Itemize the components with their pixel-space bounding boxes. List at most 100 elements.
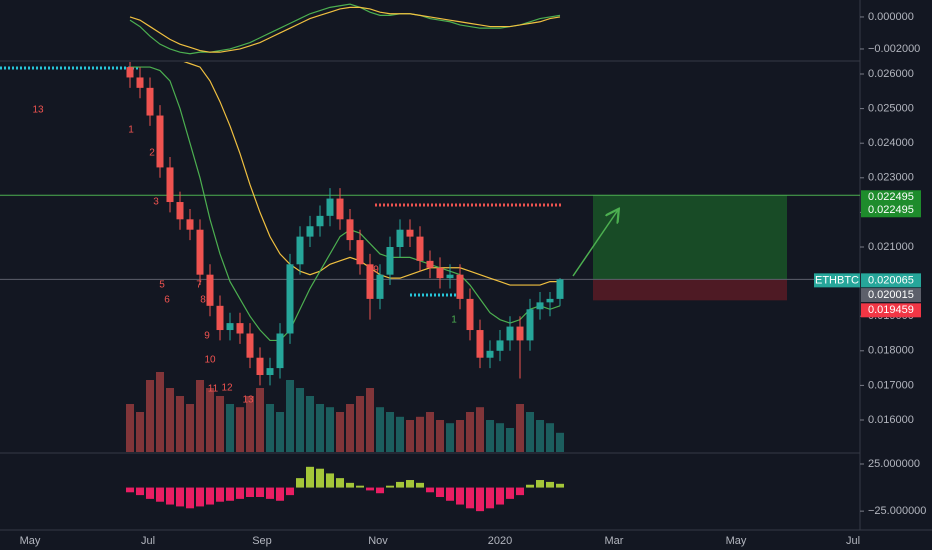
histogram-bar — [506, 487, 514, 499]
y-tick-label: −25.000000 — [868, 505, 926, 517]
volume-bar — [446, 423, 454, 452]
volume-bar — [456, 420, 464, 452]
candle-body — [496, 340, 504, 351]
x-tick-label: Sep — [252, 535, 272, 547]
volume-bar — [406, 420, 414, 452]
histogram-bar — [166, 487, 174, 505]
symbol-tag — [814, 273, 860, 288]
x-tick-label: 2020 — [488, 535, 512, 547]
x-tick-label: Mar — [605, 535, 624, 547]
histogram-bar — [386, 485, 394, 488]
x-tick-label: Nov — [368, 535, 388, 547]
candle-body — [396, 229, 404, 248]
histogram-bar — [536, 480, 544, 488]
volume-bar — [386, 412, 394, 452]
candle-body — [136, 77, 144, 88]
price-tag — [861, 288, 921, 303]
volume-bar — [426, 412, 434, 452]
histogram-bar — [406, 480, 414, 488]
oscillator-line — [129, 3, 561, 55]
histogram-bar — [346, 482, 354, 488]
volume-bar — [466, 412, 474, 452]
volume-bar — [296, 388, 304, 452]
candle-body — [336, 198, 344, 220]
price-tag-label: 0.022495 — [868, 191, 914, 203]
y-tick-label: 0.018000 — [868, 345, 914, 357]
histogram-bar — [266, 487, 274, 499]
candle-body — [476, 330, 484, 358]
candle-body — [296, 236, 304, 265]
y-tick-label: 0.021000 — [868, 241, 914, 253]
td-count: 12 — [221, 383, 233, 394]
candle-body — [426, 260, 434, 268]
x-tick-label: Jul — [846, 535, 860, 547]
candle-body — [256, 357, 264, 376]
volume-bar — [176, 396, 184, 452]
y-tick-label: 0.023000 — [868, 172, 914, 184]
volume-bar — [346, 404, 354, 452]
volume-bar — [436, 420, 444, 452]
price-tag — [861, 303, 921, 318]
candle-body — [506, 326, 514, 341]
symbol-tag-label: ETHBTC — [815, 274, 859, 286]
histogram-bar — [456, 487, 464, 505]
volume-bar — [526, 412, 534, 452]
volume-bar — [486, 420, 494, 452]
oscillator-line — [129, 6, 561, 53]
histogram-bar — [436, 487, 444, 497]
td-count: 3 — [153, 197, 159, 208]
td-count: 13 — [242, 395, 254, 406]
td-count: 9 — [373, 265, 379, 276]
histogram-bar — [306, 466, 314, 488]
volume-bar — [396, 416, 404, 452]
volume-bar — [216, 396, 224, 452]
candle-body — [556, 279, 564, 299]
candle-body — [146, 87, 154, 116]
volume-bar — [226, 404, 234, 452]
volume-bar — [306, 396, 314, 452]
candle-body — [536, 302, 544, 310]
moving-average — [183, 62, 560, 286]
volume-bar — [246, 396, 254, 452]
histogram-bar — [516, 487, 524, 496]
price-tag — [861, 190, 921, 205]
candle-body — [186, 219, 194, 230]
volume-bar — [546, 423, 554, 452]
td-count: 5 — [159, 280, 165, 291]
histogram-bar — [276, 487, 284, 501]
volume-bar — [556, 432, 564, 452]
candle-body — [276, 333, 284, 369]
histogram-bar — [256, 487, 264, 497]
histogram-bar — [136, 487, 144, 496]
volume-bar — [266, 404, 274, 452]
arrow — [572, 210, 618, 277]
histogram-bar — [366, 487, 374, 491]
td-count: 11 — [208, 384, 219, 395]
td-count: 8 — [200, 295, 206, 306]
histogram-bar — [376, 487, 384, 494]
candle-body — [456, 274, 464, 299]
volume-bar — [286, 380, 294, 452]
x-tick-label: Jul — [141, 535, 155, 547]
price-tag-label: 0.022495 — [868, 204, 914, 216]
td-count: 9 — [204, 331, 210, 342]
volume-bar — [506, 428, 514, 452]
volume-bar — [366, 388, 374, 452]
y-tick-label: −0.002000 — [868, 43, 920, 55]
td-count: 1 — [451, 315, 457, 326]
y-tick-label: 25.000000 — [868, 458, 920, 470]
volume-bar — [166, 388, 174, 452]
volume-bar — [326, 407, 334, 452]
histogram-bar — [216, 487, 224, 502]
histogram-bar — [316, 468, 324, 488]
volume-bar — [206, 388, 214, 452]
volume-bar — [316, 404, 324, 452]
volume-bar — [476, 407, 484, 452]
candle-body — [156, 115, 164, 168]
price-tag-label: 0.020015 — [868, 289, 914, 301]
y-tick-label: 0.026000 — [868, 68, 914, 80]
volume-bar — [516, 404, 524, 452]
